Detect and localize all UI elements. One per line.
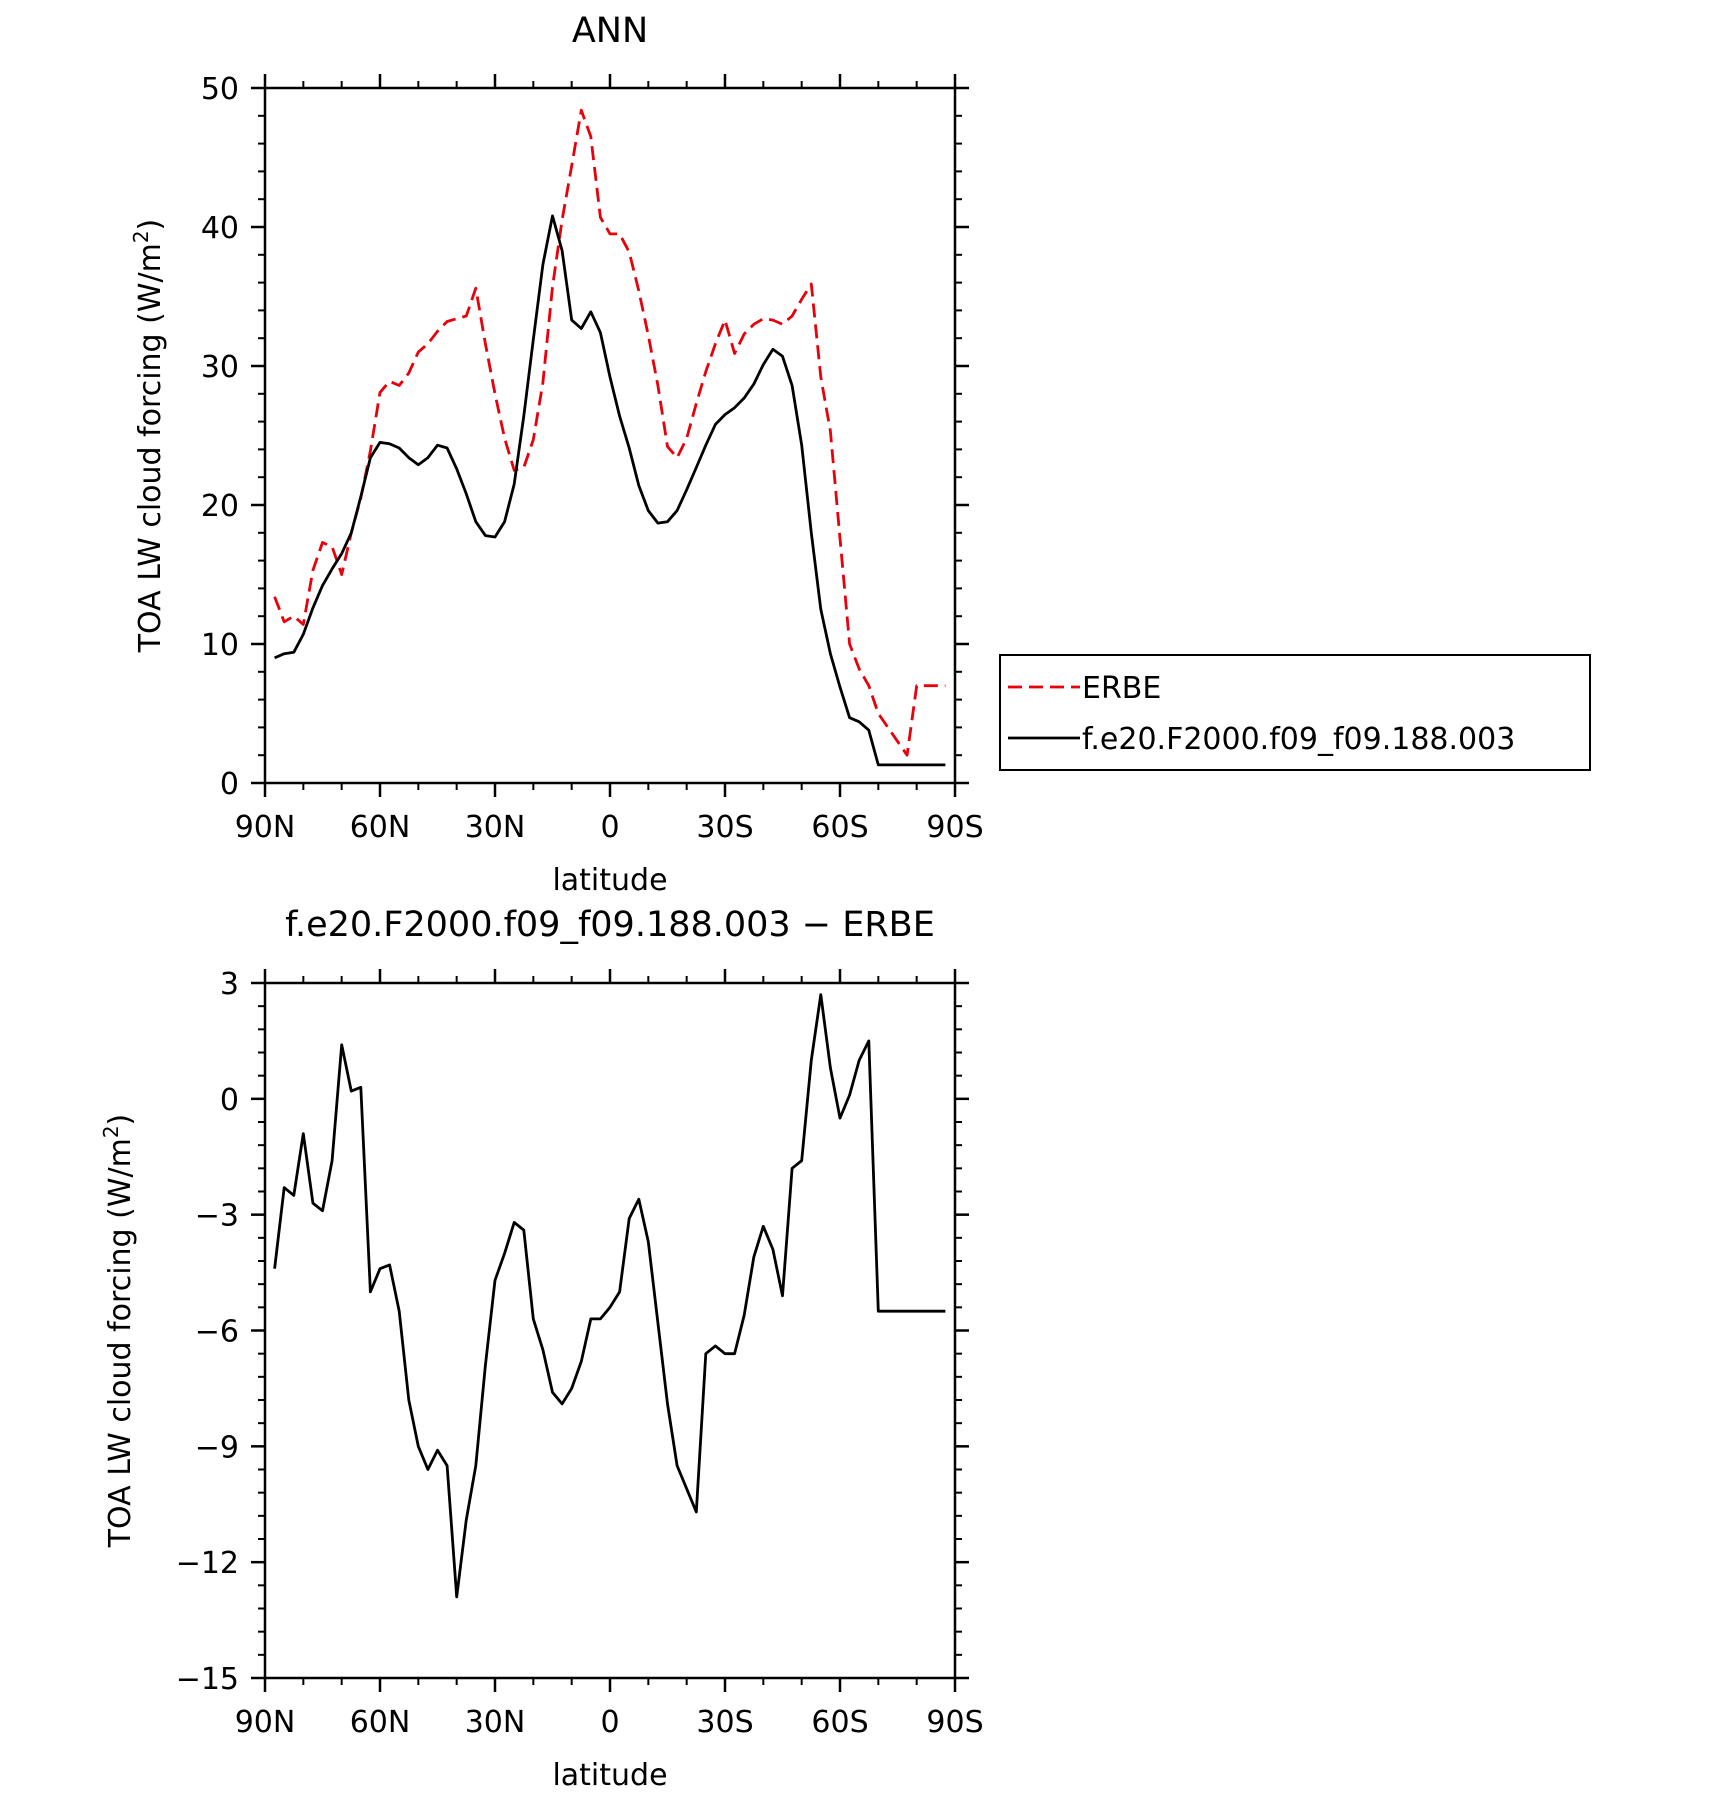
x-axis-label: latitude — [552, 863, 667, 898]
series-line-erbe — [273, 108, 946, 757]
x-tick-label: 60N — [350, 810, 411, 845]
x-tick-label: 30N — [465, 810, 526, 845]
legend: ERBE f.e20.F2000.f09_f09.188.003 — [999, 654, 1591, 771]
x-tick-label: 0 — [600, 810, 619, 845]
chart-title: f.e20.F2000.f09_f09.188.003 − ERBE — [285, 905, 935, 945]
y-tick-label: 50 — [201, 72, 239, 107]
legend-label: ERBE — [1082, 671, 1161, 706]
y-tick-label: 30 — [201, 350, 239, 385]
y-tick-label: 0 — [220, 1083, 239, 1118]
series-line-f-e20-f2000-f09-f09-188-003 — [274, 214, 946, 767]
x-tick-label: 60S — [811, 810, 868, 845]
plot-frame — [263, 86, 957, 785]
x-tick-label: 30S — [696, 1705, 753, 1740]
y-tick-label: −15 — [176, 1662, 239, 1697]
y-tick-label: −6 — [195, 1315, 239, 1350]
x-tick-label: 30S — [696, 810, 753, 845]
y-tick-label: 10 — [201, 628, 239, 663]
chart-panel-difference: f.e20.F2000.f09_f09.188.003 − ERBE 90N 60N… — [99, 905, 984, 1793]
x-tick-label: 90S — [926, 810, 983, 845]
x-tick-label: 30N — [465, 1705, 526, 1740]
x-tick-label: 90N — [235, 1705, 296, 1740]
x-tick-label: 0 — [600, 1705, 619, 1740]
y-axis-label: TOA LW cloud forcing (W/m2) — [129, 219, 168, 654]
x-tick-label: 60N — [350, 1705, 411, 1740]
y-tick-label: 0 — [220, 767, 239, 802]
y-tick-label: −9 — [195, 1430, 239, 1465]
y-axis-label: TOA LW cloud forcing (W/m2) — [99, 1114, 138, 1549]
legend-label: f.e20.F2000.f09_f09.188.003 — [1082, 722, 1515, 757]
x-axis-label: latitude — [552, 1758, 667, 1793]
y-tick-label: 3 — [220, 967, 239, 1002]
x-tick-label: 60S — [811, 1705, 868, 1740]
chart-panel-annual: ANN 90N 60N 30N 0 30S 60S 90S 0 10 20 30 40 50 latitud… — [129, 11, 1591, 898]
series-line-difference — [273, 993, 946, 1599]
y-tick-label: 40 — [201, 211, 239, 246]
legend-box — [999, 654, 1591, 771]
chart-title: ANN — [572, 11, 648, 51]
y-tick-label: −3 — [195, 1199, 239, 1234]
x-tick-label: 90N — [235, 810, 296, 845]
x-tick-label: 90S — [926, 1705, 983, 1740]
y-tick-label: 20 — [201, 489, 239, 524]
y-tick-label: −12 — [176, 1546, 239, 1581]
